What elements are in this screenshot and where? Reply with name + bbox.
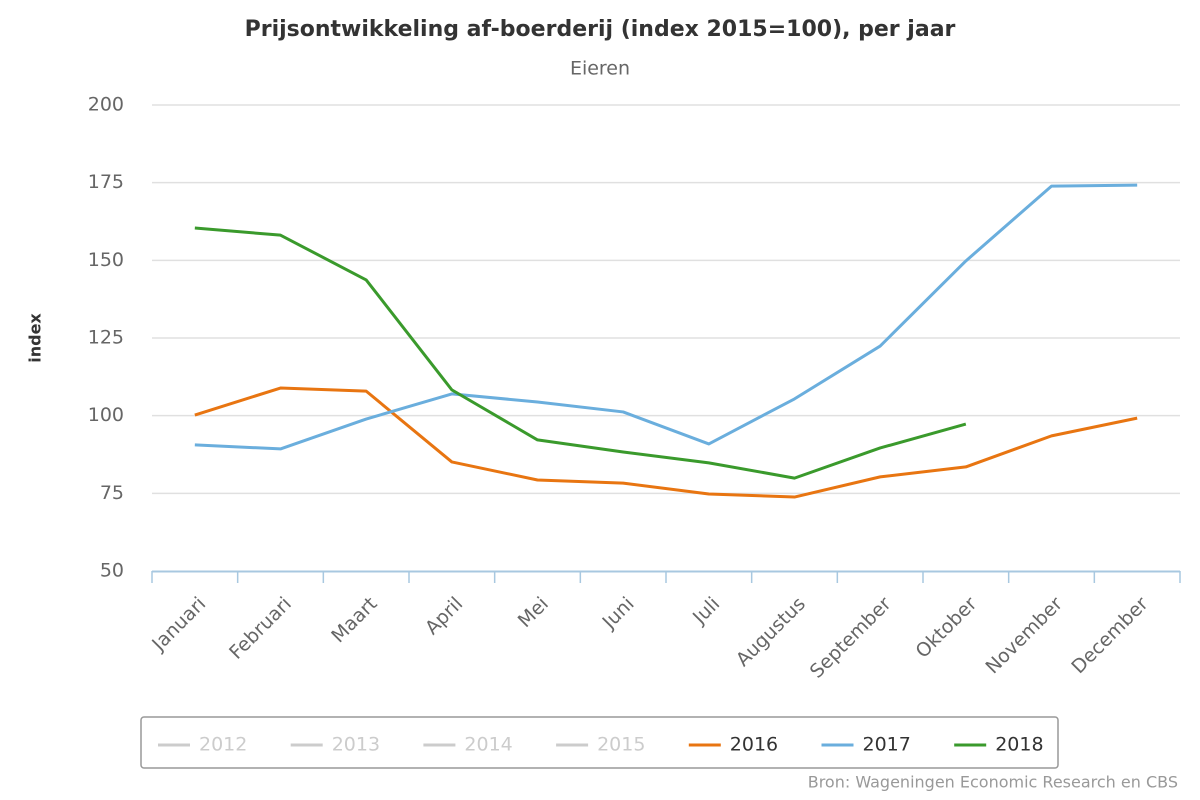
x-tick-label: November (981, 593, 1067, 679)
x-tick-label: Augustus (732, 593, 810, 671)
legend-label[interactable]: 2014 (464, 734, 512, 756)
y-tick-label: 50 (100, 560, 124, 582)
chart-subtitle: Eieren (570, 58, 630, 80)
x-tick-label: December (1067, 593, 1152, 678)
x-tick-label: Oktober (912, 593, 982, 663)
legend-label[interactable]: 2018 (995, 734, 1043, 756)
source: Bron: Wageningen Economic Research en CB… (808, 773, 1178, 792)
y-tick-label: 175 (88, 171, 124, 193)
y-tick-label: 200 (88, 94, 124, 116)
legend-label[interactable]: 2013 (332, 734, 380, 756)
series-line (194, 183, 1138, 451)
series-line (194, 226, 967, 480)
y-tick-label: 150 (88, 249, 124, 271)
legend-box (140, 716, 1059, 769)
x-tick-label: Mei (514, 593, 553, 632)
legend-label[interactable]: 2012 (199, 734, 247, 756)
x-tick-label: Januari (147, 593, 210, 656)
x-tick-label: September (806, 593, 896, 683)
y-axis-label: index (26, 313, 45, 363)
y-tick-label: 75 (100, 482, 124, 504)
x-tick-label: April (421, 593, 467, 639)
series-line (194, 386, 1138, 499)
legend-label[interactable]: 2015 (597, 734, 645, 756)
x-tick-label: Juni (598, 593, 639, 634)
legend-label[interactable]: 2016 (730, 734, 778, 756)
y-tick-label: 125 (88, 327, 124, 349)
x-tick-label: Maart (327, 593, 381, 647)
x-tick-label: Juli (688, 593, 724, 629)
y-tick-label: 100 (88, 404, 124, 426)
x-tick-label: Februari (225, 593, 296, 664)
legend-label[interactable]: 2017 (863, 734, 911, 756)
chart-title: Prijsontwikkeling af-boerderij (index 20… (245, 17, 956, 42)
